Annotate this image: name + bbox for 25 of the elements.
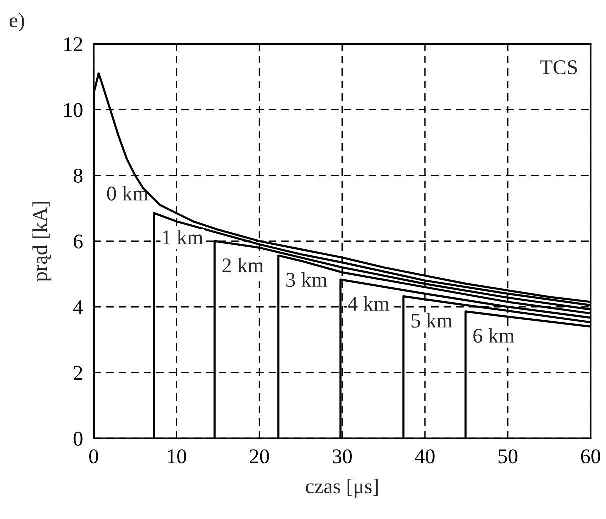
y-tick-label: 10 xyxy=(64,103,83,118)
x-tick-label: 20 xyxy=(250,450,270,464)
series-label: 4 km xyxy=(348,296,390,311)
series-label: 5 km xyxy=(412,313,453,328)
series-label: 0 km xyxy=(107,186,149,201)
x-tick-label: 40 xyxy=(415,450,435,464)
series-label: 3 km xyxy=(286,272,328,288)
y-tick-label: 2 xyxy=(74,366,82,380)
x-tick-label: 60 xyxy=(581,450,600,464)
x-tick-label: 10 xyxy=(168,450,186,464)
x-tick-label: 0 xyxy=(90,450,98,464)
y-tick-label: 4 xyxy=(74,300,84,314)
series-label: 1 km xyxy=(163,230,204,245)
x-tick-label: 30 xyxy=(332,450,352,464)
x-tick-label: 50 xyxy=(498,450,518,464)
y-tick-label: 8 xyxy=(74,168,83,184)
y-tick-label: 0 xyxy=(74,432,83,446)
y-axis-title: prąd [kA] xyxy=(32,202,52,282)
y-tick-label: 12 xyxy=(64,38,82,52)
series-label: 6 km xyxy=(474,328,515,344)
y-tick-label: 6 xyxy=(74,234,83,249)
text: e) xyxy=(10,12,24,32)
series-label: 2 km xyxy=(222,258,264,272)
annotation: TCS xyxy=(540,60,578,75)
x-axis-title: czas [μs] xyxy=(306,478,378,498)
